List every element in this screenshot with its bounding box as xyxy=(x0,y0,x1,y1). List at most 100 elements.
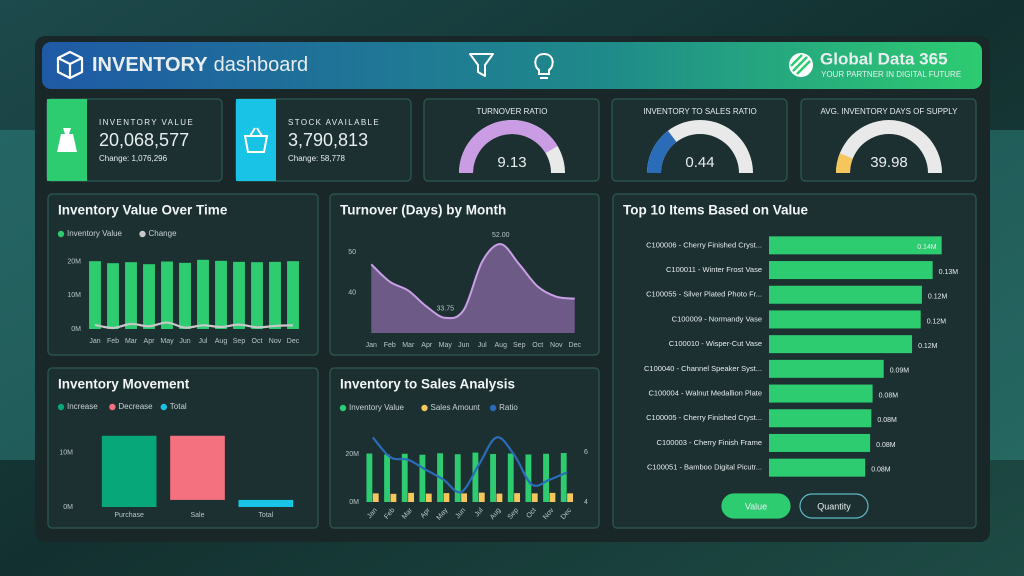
header-title: INVENTORY dashboard xyxy=(92,54,308,76)
category-label: C100011 - Winter Frost Vase xyxy=(666,265,762,274)
data-label: 0.08M xyxy=(871,466,891,473)
toggle-button[interactable]: Quantity xyxy=(799,493,869,519)
data-label: 0.13M xyxy=(939,269,959,276)
toggle-button[interactable]: Value xyxy=(721,493,791,519)
button-shape[interactable] xyxy=(799,493,869,519)
bar xyxy=(525,454,532,502)
category-label: C100040 - Channel Speaker Syst... xyxy=(644,364,762,373)
x-tick-label: Dec xyxy=(569,342,582,349)
gauge-value-arc xyxy=(459,120,558,173)
x-tick-label: Aug xyxy=(495,342,508,349)
brand-logo xyxy=(789,53,813,77)
button-shape[interactable] xyxy=(721,493,791,519)
bar xyxy=(769,359,884,378)
gauge-title: INVENTORY TO SALES RATIO xyxy=(643,107,756,116)
bar xyxy=(251,262,263,329)
bar xyxy=(89,261,101,329)
category-label: C100006 - Cherry Finished Cryst... xyxy=(646,240,762,249)
legend-label: Decrease xyxy=(118,402,153,411)
bar xyxy=(179,262,191,329)
bar xyxy=(107,263,119,329)
x-tick-label: Purchase xyxy=(114,512,144,519)
bar xyxy=(472,452,479,502)
brand-name: Global Data 365 xyxy=(820,49,948,68)
bar xyxy=(769,409,872,428)
y-tick-label: 40 xyxy=(348,289,356,296)
y-tick-label: 0M xyxy=(71,326,81,333)
x-tick-label: Dec xyxy=(287,338,300,345)
category-label: C100055 - Silver Plated Photo Fr... xyxy=(646,290,762,299)
legend-marker xyxy=(57,230,65,238)
bar xyxy=(514,493,521,502)
x-tick-label: Sep xyxy=(233,338,246,345)
bar xyxy=(496,493,503,502)
gauge-value: 9.13 xyxy=(497,154,526,171)
bar xyxy=(215,260,227,329)
x-tick-label: Mar xyxy=(125,338,138,345)
chart-title: Inventory Movement xyxy=(58,377,190,392)
kpi-label: STOCK AVAILABLE xyxy=(288,118,380,127)
legend-marker xyxy=(109,403,116,411)
x-tick-label: Aug xyxy=(215,338,228,345)
kpi-label: INVENTORY VALUE xyxy=(99,118,194,127)
bar xyxy=(769,236,942,255)
bar xyxy=(769,458,866,477)
legend-label: Inventory Value xyxy=(349,403,405,412)
data-label: 0.09M xyxy=(890,368,910,375)
bar xyxy=(425,493,432,502)
data-label: 0.08M xyxy=(879,392,899,399)
bar xyxy=(143,264,155,329)
legend-label: Ratio xyxy=(499,403,518,412)
bar xyxy=(443,493,450,502)
category-label: C100010 - Wisper-Cut Vase xyxy=(669,339,762,348)
title: INVENTORY xyxy=(92,54,208,76)
legend-marker xyxy=(339,404,347,412)
kpi-value: 20,068,577 xyxy=(99,130,189,150)
button-label[interactable]: Value xyxy=(745,501,767,511)
bar xyxy=(372,493,379,502)
bar xyxy=(125,262,137,329)
data-label: 0.08M xyxy=(876,442,896,449)
bar xyxy=(408,492,415,502)
bar xyxy=(567,493,574,502)
chart-title: Turnover (Days) by Month xyxy=(340,203,506,218)
chart-title: Top 10 Items Based on Value xyxy=(623,203,809,218)
category-label: C100051 - Bamboo Digital Picutr... xyxy=(647,463,762,472)
x-tick-label: Jun xyxy=(458,342,469,349)
y-tick-label: 10M xyxy=(59,449,73,456)
x-tick-label: Apr xyxy=(144,338,156,345)
waterfall-bar xyxy=(170,435,225,500)
bar xyxy=(560,453,567,502)
legend-label: Change xyxy=(149,229,178,238)
bar xyxy=(543,453,549,502)
x-tick-label: Nov xyxy=(269,338,282,345)
gauge-value-arc xyxy=(836,153,853,173)
category-label: C100009 - Normandy Vase xyxy=(672,314,762,323)
legend-marker xyxy=(421,404,428,412)
bar xyxy=(161,261,173,329)
bar xyxy=(269,261,281,329)
button-label[interactable]: Quantity xyxy=(817,501,851,511)
kpi-change: Change: 1,076,296 xyxy=(99,154,168,163)
x-tick-label: May xyxy=(439,342,453,349)
area-line xyxy=(370,243,575,320)
bar xyxy=(549,492,556,502)
bar xyxy=(769,285,922,304)
filter-icon[interactable] xyxy=(469,53,494,77)
data-label: 0.08M xyxy=(877,417,897,424)
bar xyxy=(531,493,538,502)
bar xyxy=(769,335,913,354)
data-label: 0.12M xyxy=(918,343,938,350)
legend-marker xyxy=(139,230,146,238)
y-tick-label: 4 xyxy=(584,499,588,506)
x-tick-label: Oct xyxy=(252,338,263,345)
x-tick-label: Jul xyxy=(199,338,208,345)
idea-icon[interactable] xyxy=(534,52,554,79)
x-tick-label: Jul xyxy=(478,342,487,349)
bar xyxy=(769,310,921,329)
x-tick-label: Jul xyxy=(474,507,485,519)
x-tick-label: Sale xyxy=(190,512,204,519)
gauge-title: AVG. INVENTORY DAYS OF SUPPLY xyxy=(821,107,959,116)
x-tick-label: Sep xyxy=(513,342,526,349)
